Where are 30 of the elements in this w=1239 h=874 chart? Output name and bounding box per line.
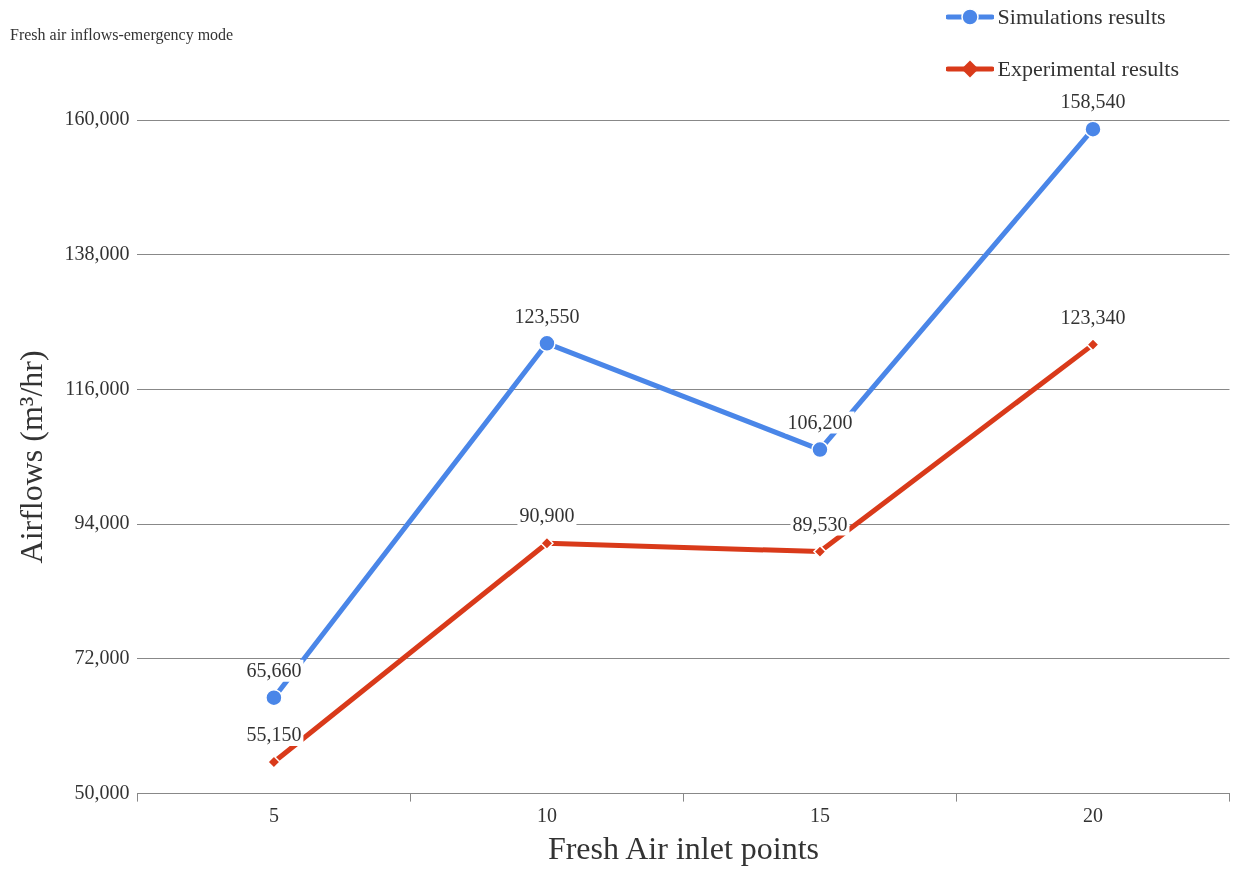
point bbox=[267, 755, 281, 769]
data-label: 123,550 bbox=[514, 304, 580, 327]
x-tick-label: 20 bbox=[1082, 803, 1103, 826]
point bbox=[265, 688, 283, 707]
data-label: 123,340 bbox=[1060, 305, 1126, 328]
y-tick-label: 116,000 bbox=[65, 376, 130, 399]
y-tick-label: 138,000 bbox=[64, 242, 130, 265]
y-axis-title: Airflows (m³/hr) bbox=[12, 350, 49, 564]
point bbox=[540, 536, 554, 550]
y-tick-label: 160,000 bbox=[64, 107, 130, 130]
data-label: 89,530 bbox=[792, 512, 848, 535]
data-label: 106,200 bbox=[787, 410, 853, 433]
point bbox=[1084, 120, 1102, 138]
x-tick-label: 5 bbox=[268, 803, 279, 826]
data-label: 90,900 bbox=[519, 504, 575, 527]
x-tick-label: 10 bbox=[536, 803, 557, 826]
x-tick-label: 15 bbox=[809, 803, 830, 826]
legend-label: Experimental results bbox=[997, 56, 1179, 82]
y-tick-label: 72,000 bbox=[74, 646, 130, 669]
point bbox=[811, 440, 829, 459]
data-label: 55,150 bbox=[246, 723, 302, 746]
point bbox=[813, 544, 827, 559]
y-tick-label: 50,000 bbox=[74, 780, 130, 803]
chart-title: Fresh air inflows-emergency mode bbox=[10, 25, 234, 44]
data-label: 65,660 bbox=[246, 658, 302, 681]
data-label: 158,540 bbox=[1060, 90, 1126, 113]
x-axis-title: Fresh Air inlet points bbox=[547, 830, 819, 867]
y-tick-label: 94,000 bbox=[74, 511, 130, 534]
legend-label: Simulations results bbox=[997, 4, 1166, 30]
point bbox=[538, 334, 556, 353]
